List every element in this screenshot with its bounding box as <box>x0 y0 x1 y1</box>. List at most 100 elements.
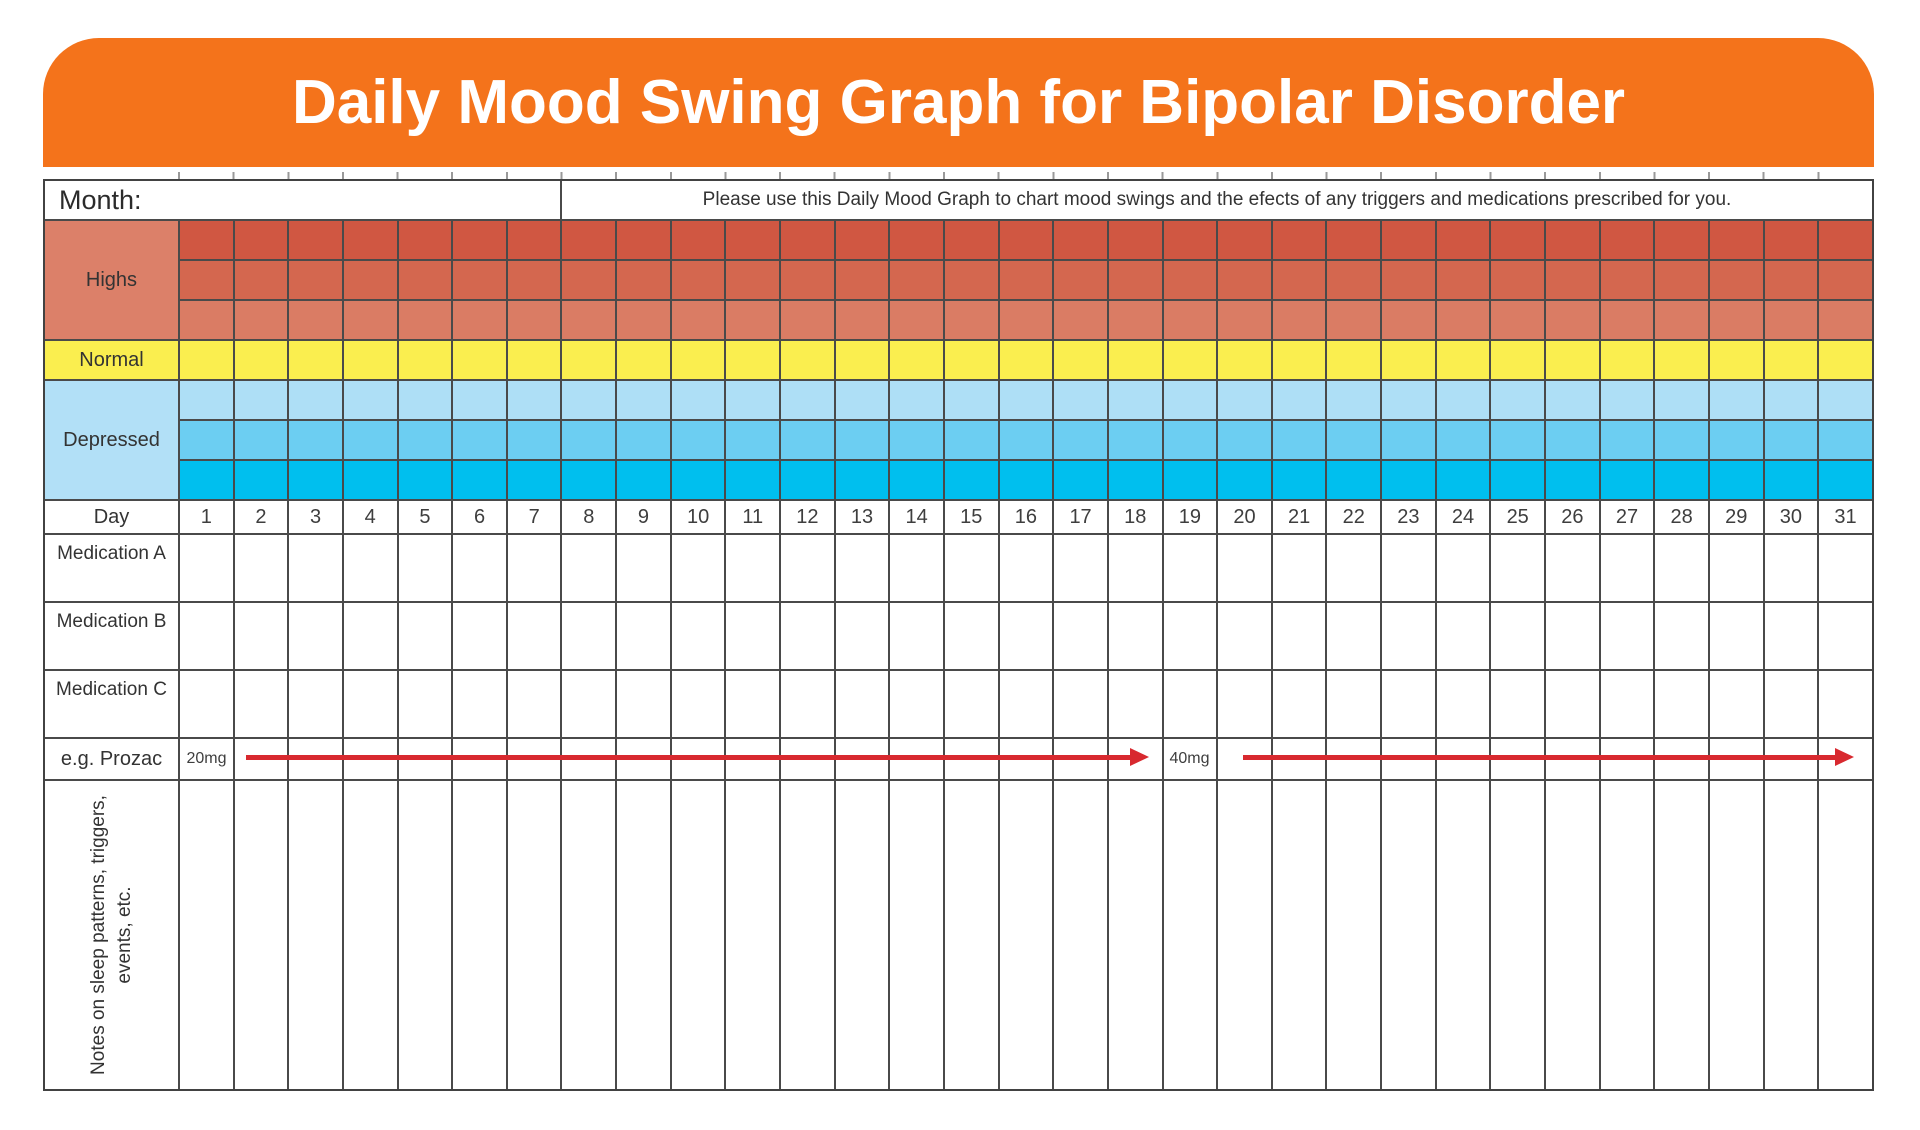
notes-cell[interactable] <box>1325 781 1380 1089</box>
medication-a-cell[interactable] <box>1270 535 1326 601</box>
medication-c-cell[interactable] <box>942 671 998 737</box>
medication-a-cell[interactable] <box>942 535 998 601</box>
depressed-1-cell[interactable] <box>1216 381 1271 419</box>
depressed-1-cell[interactable] <box>560 381 615 419</box>
medication-b-cell[interactable] <box>1817 603 1872 669</box>
highs-2-cell[interactable] <box>724 261 779 299</box>
depressed-3-cell[interactable] <box>779 461 834 499</box>
highs-1-cell[interactable] <box>1106 221 1162 259</box>
notes-cell[interactable] <box>505 781 561 1089</box>
medication-c-cell[interactable] <box>779 671 834 737</box>
medication-a-cell[interactable] <box>560 535 615 601</box>
example-medication-cell[interactable] <box>1216 739 1271 779</box>
notes-cell[interactable] <box>1489 781 1544 1089</box>
medication-a-cell[interactable] <box>1762 535 1818 601</box>
depressed-2-cell[interactable] <box>1489 421 1544 459</box>
highs-2-cell[interactable] <box>178 261 233 299</box>
notes-cell[interactable] <box>396 781 452 1089</box>
notes-cell[interactable] <box>669 781 725 1089</box>
highs-2-cell[interactable] <box>1052 261 1107 299</box>
highs-2-cell[interactable] <box>232 261 288 299</box>
highs-3-cell[interactable] <box>1489 301 1544 339</box>
medication-b-cell[interactable] <box>1598 603 1654 669</box>
medication-b-cell[interactable] <box>396 603 452 669</box>
medication-c-cell[interactable] <box>1762 671 1818 737</box>
highs-1-cell[interactable] <box>1653 221 1708 259</box>
highs-3-cell[interactable] <box>1762 301 1818 339</box>
medication-c-cell[interactable] <box>341 671 397 737</box>
normal-cell[interactable] <box>396 341 452 379</box>
medication-c-cell[interactable] <box>232 671 288 737</box>
depressed-3-cell[interactable] <box>669 461 725 499</box>
medication-b-cell[interactable] <box>1489 603 1544 669</box>
depressed-1-cell[interactable] <box>1489 381 1544 419</box>
depressed-2-cell[interactable] <box>615 421 670 459</box>
medication-b-cell[interactable] <box>615 603 670 669</box>
highs-3-cell[interactable] <box>232 301 288 339</box>
notes-cell[interactable] <box>1817 781 1872 1089</box>
medication-c-cell[interactable] <box>1270 671 1326 737</box>
normal-cell[interactable] <box>451 341 506 379</box>
medication-b-cell[interactable] <box>1762 603 1818 669</box>
medication-b-cell[interactable] <box>779 603 834 669</box>
depressed-1-cell[interactable] <box>287 381 342 419</box>
medication-c-cell[interactable] <box>1434 671 1490 737</box>
normal-cell[interactable] <box>1762 341 1818 379</box>
medication-a-cell[interactable] <box>997 535 1053 601</box>
medication-b-cell[interactable] <box>1653 603 1708 669</box>
notes-cell[interactable] <box>1106 781 1162 1089</box>
depressed-3-cell[interactable] <box>615 461 670 499</box>
highs-3-cell[interactable] <box>505 301 561 339</box>
medication-a-cell[interactable] <box>1325 535 1380 601</box>
highs-3-cell[interactable] <box>451 301 506 339</box>
medication-b-cell[interactable] <box>505 603 561 669</box>
depressed-3-cell[interactable] <box>833 461 889 499</box>
depressed-1-cell[interactable] <box>1106 381 1162 419</box>
highs-3-cell[interactable] <box>287 301 342 339</box>
depressed-2-cell[interactable] <box>341 421 397 459</box>
highs-1-cell[interactable] <box>1707 221 1763 259</box>
medication-c-cell[interactable] <box>615 671 670 737</box>
medication-c-cell[interactable] <box>1544 671 1599 737</box>
medication-c-cell[interactable] <box>1653 671 1708 737</box>
depressed-3-cell[interactable] <box>1489 461 1544 499</box>
highs-1-cell[interactable] <box>888 221 943 259</box>
medication-a-cell[interactable] <box>833 535 889 601</box>
highs-3-cell[interactable] <box>1598 301 1654 339</box>
notes-cell[interactable] <box>1653 781 1708 1089</box>
medication-c-cell[interactable] <box>1106 671 1162 737</box>
depressed-3-cell[interactable] <box>560 461 615 499</box>
depressed-2-cell[interactable] <box>451 421 506 459</box>
medication-b-cell[interactable] <box>942 603 998 669</box>
depressed-1-cell[interactable] <box>1325 381 1380 419</box>
highs-1-cell[interactable] <box>997 221 1053 259</box>
notes-cell[interactable] <box>287 781 342 1089</box>
depressed-1-cell[interactable] <box>997 381 1053 419</box>
medication-a-cell[interactable] <box>287 535 342 601</box>
medication-c-cell[interactable] <box>396 671 452 737</box>
notes-cell[interactable] <box>560 781 615 1089</box>
highs-1-cell[interactable] <box>1052 221 1107 259</box>
medication-b-cell[interactable] <box>1544 603 1599 669</box>
normal-cell[interactable] <box>1434 341 1490 379</box>
normal-cell[interactable] <box>341 341 397 379</box>
depressed-1-cell[interactable] <box>1161 381 1217 419</box>
medication-b-cell[interactable] <box>1434 603 1490 669</box>
medication-c-cell[interactable] <box>1325 671 1380 737</box>
notes-cell[interactable] <box>724 781 779 1089</box>
depressed-3-cell[interactable] <box>1052 461 1107 499</box>
depressed-2-cell[interactable] <box>1817 421 1872 459</box>
medication-c-cell[interactable] <box>505 671 561 737</box>
normal-cell[interactable] <box>1270 341 1326 379</box>
highs-3-cell[interactable] <box>888 301 943 339</box>
normal-cell[interactable] <box>942 341 998 379</box>
depressed-2-cell[interactable] <box>1598 421 1654 459</box>
depressed-1-cell[interactable] <box>1052 381 1107 419</box>
highs-3-cell[interactable] <box>779 301 834 339</box>
notes-cell[interactable] <box>1544 781 1599 1089</box>
medication-c-cell[interactable] <box>451 671 506 737</box>
depressed-3-cell[interactable] <box>1598 461 1654 499</box>
medication-a-cell[interactable] <box>615 535 670 601</box>
highs-1-cell[interactable] <box>287 221 342 259</box>
depressed-2-cell[interactable] <box>1762 421 1818 459</box>
